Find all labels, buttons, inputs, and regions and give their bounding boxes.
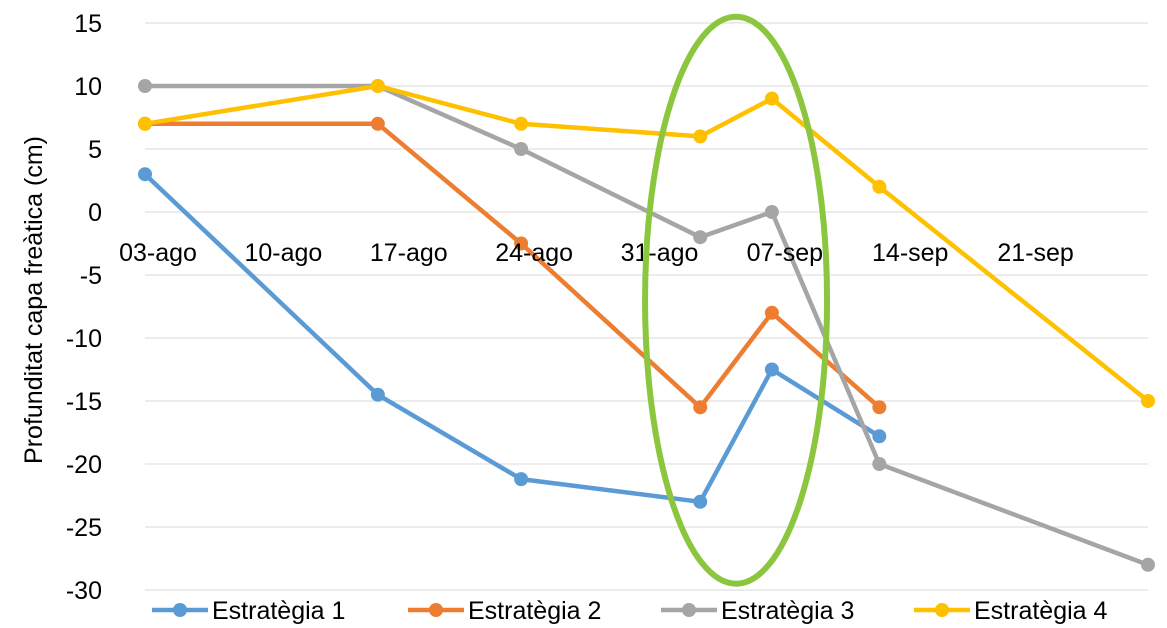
y-axis-ticks: 15 10 5 0 -5 -10 -15 -20 -25 -30 xyxy=(66,10,102,605)
y-tick-label: 5 xyxy=(88,136,102,164)
data-point xyxy=(872,457,887,471)
data-point xyxy=(514,142,529,156)
series-4 xyxy=(138,79,1155,408)
y-tick-label: -25 xyxy=(66,514,102,542)
x-tick-label: 14-sep xyxy=(872,239,948,267)
y-tick-label: -15 xyxy=(66,388,102,416)
data-point xyxy=(764,91,779,106)
data-point xyxy=(764,305,779,320)
x-tick-label: 10-ago xyxy=(244,239,322,267)
highlight-ellipse xyxy=(642,13,831,587)
legend-marker xyxy=(429,603,443,617)
x-tick-label: 31-ago xyxy=(621,239,699,267)
legend-item-1: Estratègia 1 xyxy=(152,597,345,625)
y-tick-label: -20 xyxy=(66,451,102,479)
data-point xyxy=(693,400,708,415)
y-tick-label: -30 xyxy=(66,577,102,605)
legend-label: Estratègia 2 xyxy=(468,597,601,625)
legend-marker xyxy=(935,603,949,617)
data-point xyxy=(370,79,385,93)
legend-label: Estratègia 3 xyxy=(721,597,854,625)
data-point xyxy=(514,236,529,251)
legend: Estratègia 1 Estratègia 2 Estratègia 3 Estr… xyxy=(152,597,1108,625)
data-point xyxy=(872,400,887,415)
legend-item-3: Estratègia 3 xyxy=(661,597,854,625)
data-point xyxy=(138,167,152,182)
legend-marker xyxy=(173,603,187,617)
data-point xyxy=(1141,394,1155,408)
data-point xyxy=(764,205,779,219)
data-point xyxy=(514,472,529,487)
data-point xyxy=(693,129,708,144)
data-point xyxy=(514,116,529,131)
data-point xyxy=(370,116,385,131)
x-tick-label: 07-sep xyxy=(747,239,823,267)
series-lines xyxy=(138,79,1155,572)
data-point xyxy=(138,79,152,93)
data-point xyxy=(872,179,887,194)
data-point xyxy=(872,429,887,444)
x-axis-ticks: 03-ago 10-ago 17-ago 24-ago 31-ago 07-sep 14-s… xyxy=(119,239,1074,267)
y-tick-label: 0 xyxy=(88,199,102,227)
legend-marker xyxy=(682,603,696,617)
y-axis-title: Profunditat capa freàtica (cm) xyxy=(20,136,48,464)
legend-label: Estratègia 4 xyxy=(974,597,1108,625)
legend-item-2: Estratègia 2 xyxy=(408,597,601,625)
data-point xyxy=(693,230,708,245)
annotations xyxy=(642,13,831,587)
legend-label: Estratègia 1 xyxy=(212,597,345,625)
x-tick-label: 17-ago xyxy=(370,239,448,267)
series-line xyxy=(142,171,882,505)
data-point xyxy=(138,116,152,131)
data-point xyxy=(693,494,708,509)
x-tick-label: 03-ago xyxy=(119,239,197,267)
x-tick-label: 24-ago xyxy=(495,239,573,267)
data-point xyxy=(370,387,385,402)
y-tick-label: -5 xyxy=(80,262,102,290)
data-point xyxy=(764,362,779,377)
y-tick-label: 10 xyxy=(74,73,102,101)
y-tick-label: 15 xyxy=(74,10,102,38)
x-tick-label: 21-sep xyxy=(997,239,1073,267)
y-tick-label: -10 xyxy=(66,325,102,353)
data-point xyxy=(1141,557,1155,572)
series-1 xyxy=(138,167,887,509)
series-line xyxy=(142,121,882,410)
legend-item-4: Estratègia 4 xyxy=(914,597,1108,625)
